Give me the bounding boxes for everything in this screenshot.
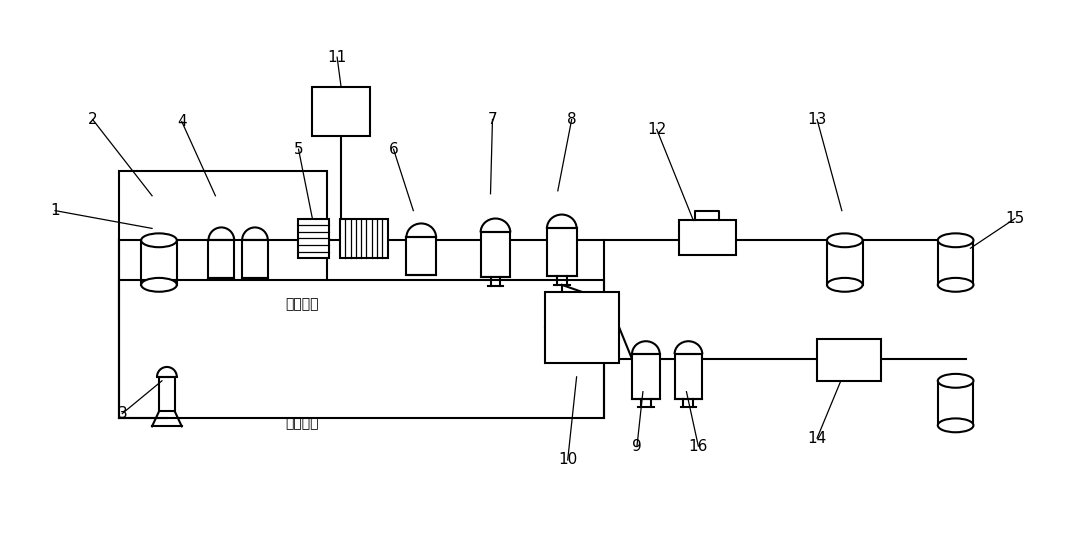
- Text: 1: 1: [51, 203, 60, 218]
- Ellipse shape: [141, 233, 177, 247]
- Bar: [120, 280, 605, 418]
- Bar: [632, 354, 660, 399]
- Bar: [675, 354, 702, 399]
- Ellipse shape: [827, 278, 862, 292]
- Bar: [208, 240, 234, 278]
- Bar: [243, 240, 267, 278]
- Bar: [481, 232, 510, 277]
- Text: 2: 2: [88, 112, 97, 127]
- Bar: [547, 228, 577, 276]
- Text: 7: 7: [487, 112, 497, 127]
- Bar: [340, 218, 388, 258]
- Bar: [158, 377, 175, 411]
- Text: 13: 13: [807, 112, 827, 127]
- Text: 4: 4: [177, 114, 186, 129]
- Ellipse shape: [938, 418, 973, 432]
- Bar: [298, 218, 329, 258]
- Text: 母液循环: 母液循环: [286, 416, 319, 430]
- Text: 8: 8: [567, 112, 577, 127]
- Text: 12: 12: [647, 122, 666, 137]
- Text: 6: 6: [389, 142, 399, 157]
- Ellipse shape: [938, 278, 973, 292]
- Text: 16: 16: [689, 439, 708, 454]
- Bar: [313, 87, 370, 136]
- Text: 11: 11: [328, 50, 347, 65]
- Bar: [817, 339, 882, 381]
- Ellipse shape: [827, 233, 862, 247]
- Text: 5: 5: [293, 142, 303, 157]
- Text: 9: 9: [632, 439, 641, 454]
- Bar: [678, 220, 736, 255]
- Bar: [545, 292, 619, 363]
- Bar: [406, 238, 437, 275]
- Bar: [120, 171, 328, 319]
- Text: 15: 15: [1006, 211, 1024, 226]
- Text: 母液循环: 母液循环: [286, 297, 319, 311]
- Text: 10: 10: [558, 453, 578, 468]
- Text: 14: 14: [807, 431, 827, 446]
- Ellipse shape: [141, 278, 177, 292]
- Text: 3: 3: [118, 406, 127, 421]
- Ellipse shape: [938, 374, 973, 388]
- Ellipse shape: [938, 233, 973, 247]
